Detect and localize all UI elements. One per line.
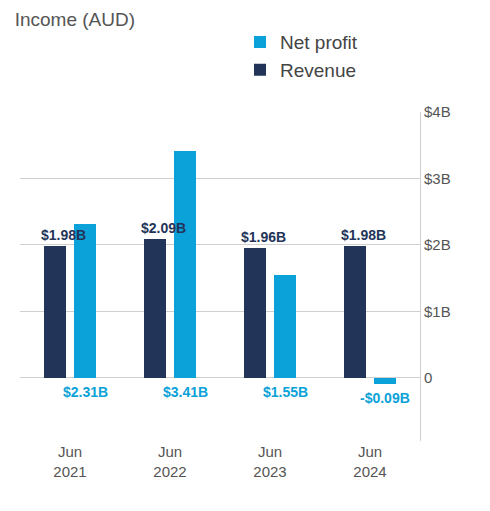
svg-text:$2.09B: $2.09B — [141, 220, 186, 236]
svg-text:Jun2022: Jun2022 — [153, 443, 186, 480]
svg-text:Revenue: Revenue — [280, 60, 356, 81]
svg-text:$1.96B: $1.96B — [241, 229, 286, 245]
svg-text:$2.31B: $2.31B — [63, 384, 108, 400]
svg-text:0: 0 — [424, 369, 432, 386]
svg-text:$2B: $2B — [424, 236, 451, 253]
svg-text:Net profit: Net profit — [280, 32, 358, 53]
svg-text:$1.98B: $1.98B — [41, 227, 86, 243]
svg-text:$3.41B: $3.41B — [163, 384, 208, 400]
svg-text:$1.98B: $1.98B — [341, 227, 386, 243]
svg-text:$4B: $4B — [424, 103, 451, 120]
svg-text:$1.55B: $1.55B — [263, 384, 308, 400]
svg-text:$1B: $1B — [424, 303, 451, 320]
svg-text:-$0.09B: -$0.09B — [360, 390, 410, 406]
svg-text:Jun2023: Jun2023 — [253, 443, 286, 480]
svg-text:Jun2021: Jun2021 — [53, 443, 86, 480]
svg-text:Jun2024: Jun2024 — [353, 443, 386, 480]
svg-text:$3B: $3B — [424, 170, 451, 187]
svg-text:Income (AUD): Income (AUD) — [15, 9, 135, 30]
